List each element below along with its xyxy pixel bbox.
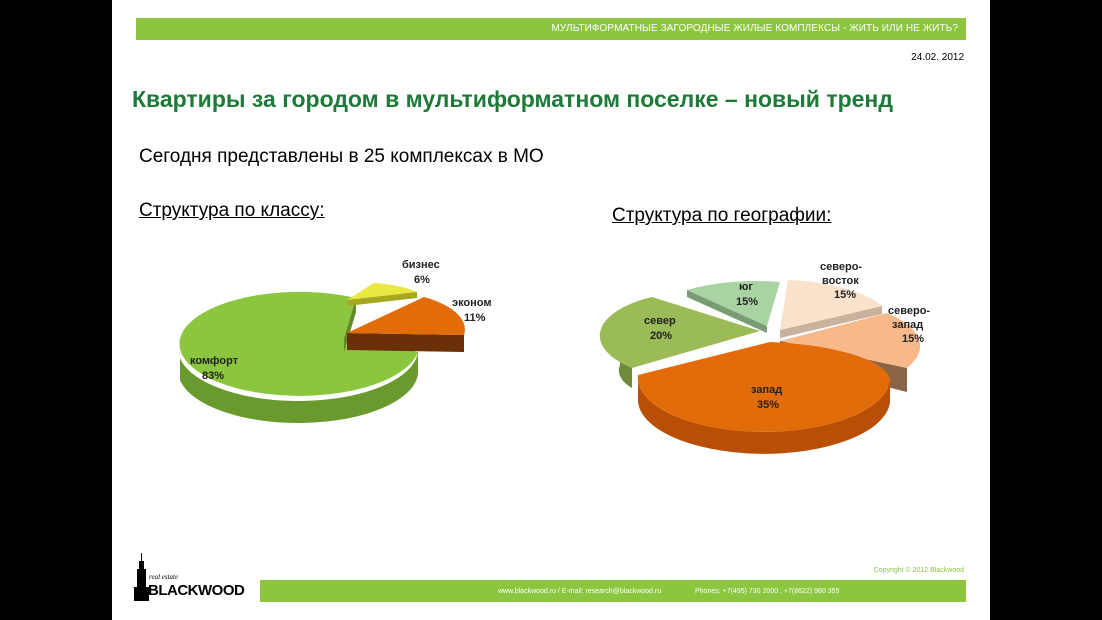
label-ekonom: эконом 11%	[452, 297, 495, 324]
logo-name: BLACKWOOD	[148, 582, 245, 599]
slice-sv-side	[780, 306, 882, 338]
slice-komfort-side	[180, 352, 418, 424]
slice-yug-side	[687, 290, 767, 333]
slice-zapad-side	[637, 375, 890, 454]
chart-class-heading: Структура по классу:	[139, 200, 325, 221]
slice-ekonom-side	[347, 333, 464, 352]
label-zapad: запад 35%	[751, 384, 785, 411]
label-biznes: бизнес 6%	[402, 259, 443, 286]
slice-komfort	[179, 291, 418, 396]
slice-zapad	[637, 342, 890, 432]
slice-biznes-side	[347, 292, 417, 306]
slide-date: 24.02. 2012	[911, 52, 964, 63]
chart-geo: юг 15% северо- восток 15% северо- запад …	[599, 261, 933, 454]
slice-sz	[780, 313, 921, 368]
footer-web-link[interactable]: www.blackwood.ru / E-mail: research@blac…	[498, 588, 662, 595]
chart-geo-heading: Структура по географии:	[612, 205, 832, 226]
slice-yug	[687, 281, 780, 326]
slice-sever	[599, 297, 760, 368]
header-bar-text: МУЛЬТИФОРМАТНЫЕ ЗАГОРОДНЫЕ ЖИЛЫЕ КОМПЛЕК…	[551, 23, 958, 34]
logo-tagline: real estate	[149, 573, 179, 581]
slice-sv	[780, 280, 882, 330]
slide-title: Квартиры за городом в мультиформатном по…	[132, 86, 893, 112]
slide: МУЛЬТИФОРМАТНЫЕ ЗАГОРОДНЫЕ ЖИЛЫЕ КОМПЛЕК…	[112, 0, 990, 620]
footer-phones: Phones: +7(495) 730 2000 ; +7(8622) 960 …	[695, 588, 840, 595]
label-yug: юг 15%	[736, 281, 758, 308]
tower-icon	[134, 553, 149, 601]
header-bar: МУЛЬТИФОРМАТНЫЕ ЗАГОРОДНЫЕ ЖИЛЫЕ КОМПЛЕК…	[136, 18, 966, 40]
copyright: Copyright © 2012 Blackwood	[873, 567, 964, 574]
slice-ekonom	[347, 297, 465, 335]
charts-canvas: бизнес 6% эконом 11% комфорт 83%	[179, 259, 933, 454]
label-sever: север 20%	[644, 315, 679, 342]
label-komfort: комфорт 83%	[190, 355, 241, 382]
label-sv: северо- восток 15%	[820, 261, 865, 301]
label-sz: северо- запад 15%	[888, 305, 933, 345]
slide-subtitle: Сегодня представлены в 25 комплексах в М…	[139, 146, 544, 167]
chart-class: бизнес 6% эконом 11% комфорт 83%	[179, 259, 495, 424]
slice-biznes	[347, 283, 417, 300]
blackwood-logo: real estate BLACKWOOD	[130, 553, 245, 603]
footer-bar: www.blackwood.ru / E-mail: research@blac…	[260, 580, 966, 602]
